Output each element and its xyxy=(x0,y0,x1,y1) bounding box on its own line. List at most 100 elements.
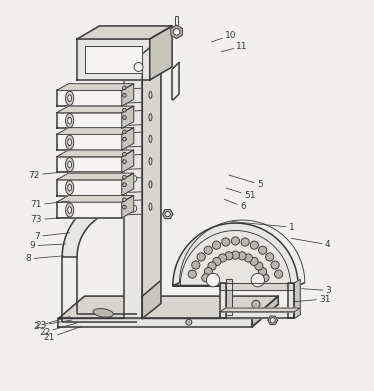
Polygon shape xyxy=(56,106,134,113)
Ellipse shape xyxy=(65,181,74,195)
Circle shape xyxy=(206,273,220,287)
Polygon shape xyxy=(56,157,122,172)
Ellipse shape xyxy=(123,137,126,141)
Circle shape xyxy=(251,273,264,287)
Polygon shape xyxy=(122,173,134,196)
Text: 6: 6 xyxy=(224,199,246,211)
Polygon shape xyxy=(173,223,298,286)
Polygon shape xyxy=(56,196,134,202)
Circle shape xyxy=(232,237,239,245)
Ellipse shape xyxy=(123,152,126,156)
Ellipse shape xyxy=(149,135,152,142)
Circle shape xyxy=(165,212,170,217)
Text: 8: 8 xyxy=(26,254,63,264)
Ellipse shape xyxy=(149,91,152,99)
Ellipse shape xyxy=(123,198,126,201)
Polygon shape xyxy=(56,173,134,180)
Polygon shape xyxy=(122,196,134,218)
Polygon shape xyxy=(150,26,172,80)
Circle shape xyxy=(270,318,275,323)
Ellipse shape xyxy=(123,93,126,97)
Polygon shape xyxy=(56,135,122,150)
Circle shape xyxy=(192,261,200,269)
Ellipse shape xyxy=(68,139,71,145)
Ellipse shape xyxy=(123,183,126,187)
Circle shape xyxy=(250,241,258,249)
Polygon shape xyxy=(56,113,122,128)
Polygon shape xyxy=(288,283,294,318)
Ellipse shape xyxy=(149,203,152,210)
Polygon shape xyxy=(142,38,161,296)
Text: 7: 7 xyxy=(34,232,70,241)
Circle shape xyxy=(250,257,258,265)
Polygon shape xyxy=(77,26,172,39)
Circle shape xyxy=(258,267,267,276)
Ellipse shape xyxy=(65,203,74,217)
Polygon shape xyxy=(124,54,142,318)
Text: 4: 4 xyxy=(291,239,331,249)
Polygon shape xyxy=(56,180,122,196)
Circle shape xyxy=(222,238,230,246)
Polygon shape xyxy=(294,279,300,318)
Circle shape xyxy=(252,300,260,308)
Polygon shape xyxy=(220,312,294,318)
Circle shape xyxy=(134,63,143,72)
Text: 3: 3 xyxy=(302,286,331,295)
Circle shape xyxy=(225,252,233,260)
Ellipse shape xyxy=(123,176,126,179)
Ellipse shape xyxy=(123,160,126,163)
Polygon shape xyxy=(122,128,134,150)
Text: 31: 31 xyxy=(293,294,331,303)
Circle shape xyxy=(204,267,212,276)
Polygon shape xyxy=(56,128,134,135)
Circle shape xyxy=(129,175,137,183)
Ellipse shape xyxy=(65,91,74,105)
Polygon shape xyxy=(252,296,278,326)
Text: 5: 5 xyxy=(229,175,263,189)
Ellipse shape xyxy=(149,114,152,121)
Ellipse shape xyxy=(149,181,152,188)
Text: 10: 10 xyxy=(211,31,237,42)
Circle shape xyxy=(188,270,196,278)
Polygon shape xyxy=(220,308,300,312)
Ellipse shape xyxy=(68,207,71,213)
Circle shape xyxy=(204,246,212,254)
Ellipse shape xyxy=(123,130,126,134)
Circle shape xyxy=(202,274,210,282)
Text: 72: 72 xyxy=(28,170,70,179)
Polygon shape xyxy=(122,84,134,106)
Ellipse shape xyxy=(68,117,71,124)
Circle shape xyxy=(208,262,216,270)
Text: 9: 9 xyxy=(30,241,66,250)
Circle shape xyxy=(232,251,239,259)
Ellipse shape xyxy=(65,135,74,149)
Text: 71: 71 xyxy=(30,200,70,209)
Polygon shape xyxy=(122,150,134,172)
Ellipse shape xyxy=(123,108,126,112)
Polygon shape xyxy=(56,90,122,106)
Polygon shape xyxy=(62,196,124,257)
Polygon shape xyxy=(227,279,233,315)
Ellipse shape xyxy=(65,113,74,128)
Ellipse shape xyxy=(123,116,126,120)
Text: 51: 51 xyxy=(226,188,255,200)
Polygon shape xyxy=(85,47,142,73)
Polygon shape xyxy=(171,25,183,39)
Text: 21: 21 xyxy=(43,326,81,343)
Polygon shape xyxy=(56,150,134,157)
Text: 73: 73 xyxy=(30,215,70,224)
Text: 22: 22 xyxy=(39,323,77,337)
Circle shape xyxy=(186,319,192,325)
Text: 1: 1 xyxy=(232,222,294,232)
Ellipse shape xyxy=(93,308,113,317)
Polygon shape xyxy=(142,39,161,318)
Polygon shape xyxy=(268,316,278,325)
Polygon shape xyxy=(58,296,278,318)
Circle shape xyxy=(213,257,221,265)
Circle shape xyxy=(271,261,279,269)
Polygon shape xyxy=(58,318,252,326)
Circle shape xyxy=(244,254,252,262)
Circle shape xyxy=(258,246,267,254)
Polygon shape xyxy=(56,84,134,90)
Circle shape xyxy=(218,254,227,262)
